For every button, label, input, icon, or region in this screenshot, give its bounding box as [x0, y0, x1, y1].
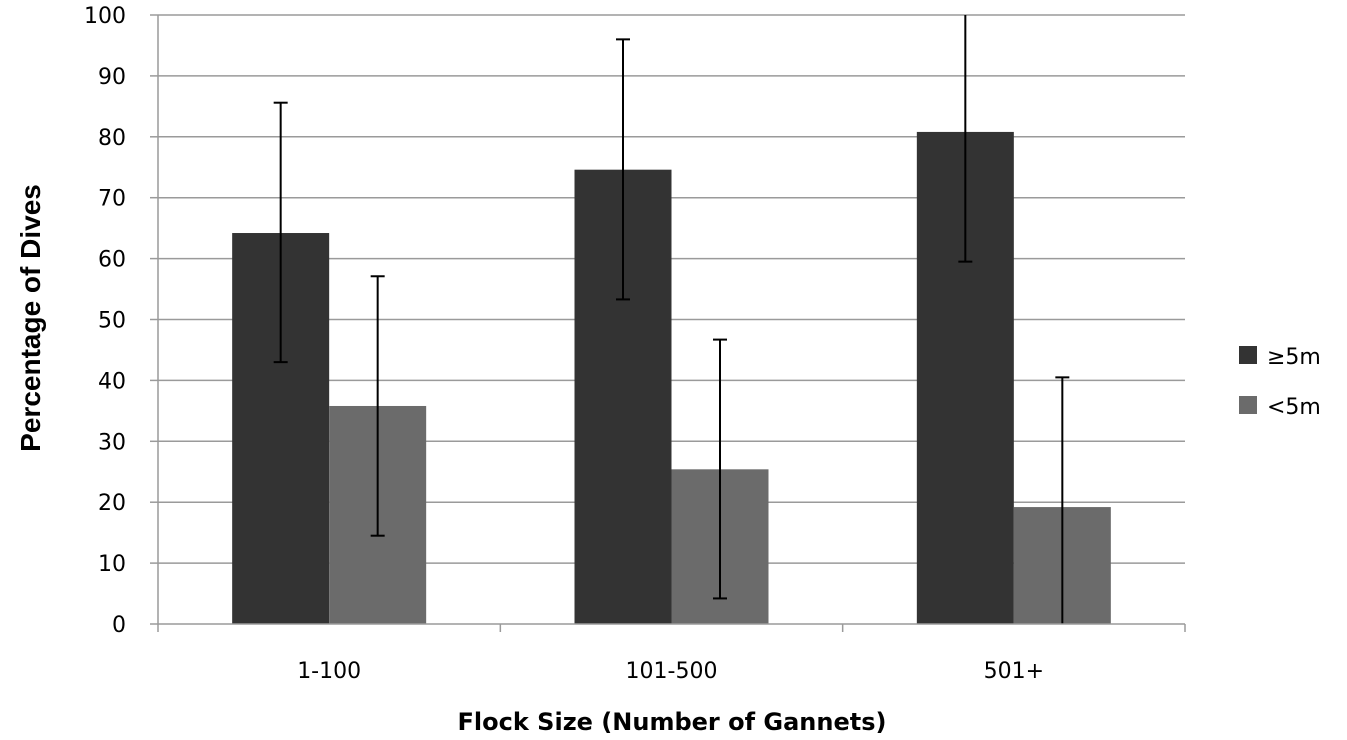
- x-tick-label: 101-500: [626, 659, 718, 684]
- error-bars: [273, 15, 1070, 624]
- legend-label: <5m: [1267, 395, 1321, 420]
- y-tick-labels: 0 10 20 30 40 50 60 70 80 90 100: [84, 4, 126, 638]
- y-tick-label: 10: [98, 552, 126, 577]
- y-tick-label: 40: [98, 369, 126, 394]
- y-tick-label: 70: [98, 187, 126, 212]
- legend-swatch: [1239, 346, 1257, 364]
- legend-swatch: [1239, 396, 1257, 414]
- x-tick-labels: 1-100 101-500 501+: [297, 659, 1044, 684]
- x-tick-label: 1-100: [297, 659, 361, 684]
- axes: [150, 14, 1186, 632]
- x-axis-label: Flock Size (Number of Gannets): [458, 708, 887, 736]
- y-tick-label: 60: [98, 248, 126, 273]
- y-tick-label: 80: [98, 126, 126, 151]
- bars: [232, 131, 1111, 625]
- y-tick-label: 20: [98, 491, 126, 516]
- y-tick-label: 0: [112, 613, 126, 638]
- y-tick-label: 100: [84, 4, 126, 29]
- y-tick-label: 50: [98, 309, 126, 334]
- y-axis-label: Percentage of Dives: [15, 184, 46, 452]
- legend: ≥5m <5m: [1239, 345, 1321, 420]
- x-tick-label: 501+: [984, 659, 1044, 684]
- y-tick-label: 30: [98, 430, 126, 455]
- legend-label: ≥5m: [1267, 345, 1321, 370]
- y-tick-label: 90: [98, 65, 126, 90]
